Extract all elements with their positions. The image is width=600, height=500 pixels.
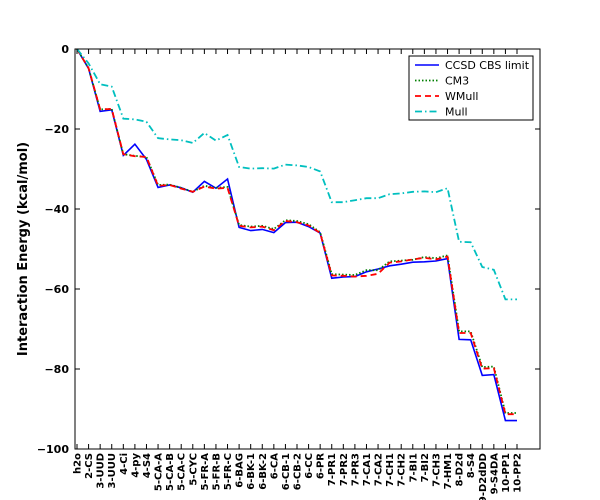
x-axis: h2o 2-CS 3-UUD 3-UUU 4-Ci 4-py 4-S4 5-CA-A 5-CA-… — [73, 49, 524, 500]
x-tick-label: 6-BAG — [235, 453, 246, 488]
series-line-2 — [76, 48, 517, 416]
series-line-3 — [76, 48, 517, 301]
x-tick-label: 8-D2d — [455, 453, 466, 487]
x-tick-label: 7-CA1 — [362, 453, 373, 486]
legend-label: Mull — [445, 106, 468, 119]
y-tick-label: −80 — [44, 363, 69, 376]
x-tick-label: 5-CA-B — [165, 453, 176, 491]
y-axis-label: Interaction Energy (kcal/mol) — [16, 142, 31, 356]
x-tick-label: 7-PR2 — [339, 453, 350, 486]
x-tick-label: 4-S4 — [142, 453, 153, 478]
x-tick-label: 7-BI2 — [420, 453, 431, 482]
x-tick-label: 6-CB-2 — [293, 453, 304, 490]
x-tick-label: 9-D2dDD — [478, 453, 489, 500]
series-line-1 — [76, 48, 517, 414]
plot-frame — [74, 48, 541, 450]
x-tick-label: 5-FR-C — [223, 453, 234, 490]
x-tick-label: 7-CA2 — [374, 453, 385, 486]
x-tick-label: 7-CH1 — [385, 453, 396, 487]
legend-label: WMull — [445, 90, 478, 103]
x-tick-label: 3-UUD — [96, 453, 107, 489]
y-tick-label: −100 — [37, 443, 70, 456]
x-tick-label: 7-CH3 — [431, 453, 442, 487]
x-tick-label: 5-CYC — [188, 453, 199, 486]
legend-box — [408, 55, 534, 121]
x-tick-label: 5-FR-A — [200, 453, 211, 491]
x-tick-label: 6-PR — [316, 453, 327, 479]
x-tick-label: 7-BI1 — [408, 453, 419, 482]
x-tick-label: 6-BK-1 — [246, 453, 257, 490]
plot-series-group — [76, 48, 517, 422]
x-tick-label: 7-CH2 — [397, 453, 408, 487]
y-tick-label: −60 — [44, 283, 69, 296]
x-tick-label: 6-CA — [269, 453, 280, 479]
x-tick-label: 4-py — [130, 453, 141, 478]
x-tick-label: 5-FR-B — [211, 453, 222, 490]
x-tick-label: 6-CC — [304, 453, 315, 479]
x-tick-label: 7-PR1 — [327, 453, 338, 486]
x-tick-label: 10-PP1 — [501, 453, 512, 493]
x-tick-label: 5-CA-A — [154, 453, 165, 491]
x-tick-label: 10-PP2 — [513, 453, 524, 493]
x-tick-label: 6-CB-1 — [281, 453, 292, 490]
legend-label: CCSD CBS limit — [445, 59, 530, 72]
x-tick-label: h2o — [73, 453, 84, 474]
y-tick-label: −40 — [44, 203, 69, 216]
y-tick-label: −20 — [44, 123, 69, 136]
x-tick-label: 9-S4DA — [489, 453, 500, 495]
x-tick-label: 5-CA-C — [177, 453, 188, 491]
x-tick-label: 8-S4 — [466, 453, 477, 478]
y-tick-label: 0 — [61, 43, 69, 56]
x-tick-label: 6-BK-2 — [258, 453, 269, 490]
y-axis: 0 −20 −40 −60 −80 −100 — [37, 43, 540, 456]
x-tick-label: 7-PR3 — [350, 453, 361, 486]
x-tick-label: 2-CS — [84, 453, 95, 479]
legend-label: CM3 — [445, 75, 469, 88]
x-tick-label: 7-HM1 — [443, 453, 454, 489]
legend: CCSD CBS limit CM3 WMull Mull — [408, 55, 534, 121]
x-tick-label: 3-UUU — [107, 453, 118, 488]
x-tick-label: 4-Ci — [119, 453, 130, 475]
